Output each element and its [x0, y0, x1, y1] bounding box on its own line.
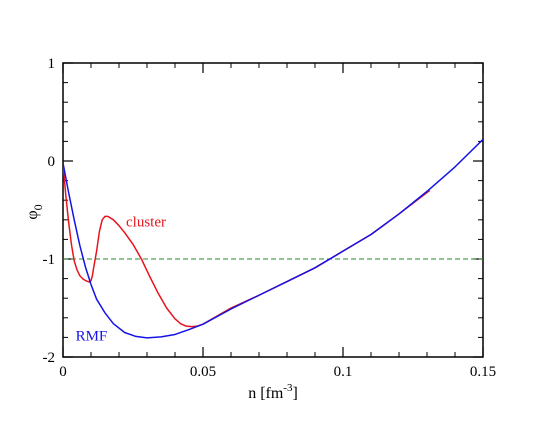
x-tick-label: 0 [59, 364, 67, 380]
x-axis-title: n [fm-3] [248, 382, 298, 402]
plot-border [62, 62, 484, 358]
x-axis-title-end: ] [292, 385, 297, 402]
major-ticks [62, 62, 484, 358]
y-axis-title-subscript: 0 [31, 204, 45, 210]
y-tick-label: 1 [48, 56, 56, 72]
series-labels: cluster RMF [76, 215, 166, 345]
x-axis-title-main: n [fm [248, 385, 284, 402]
y-axis-title-main: φ [24, 210, 41, 219]
y-tick-label: 0 [48, 154, 56, 170]
series-line-rmf [63, 138, 483, 339]
y-axis-title: φ0 [24, 204, 45, 219]
minor-ticks [62, 62, 484, 358]
series-label-cluster: cluster [126, 215, 166, 231]
x-tick-label: 0.15 [470, 364, 496, 380]
y-tick-label: -1 [43, 252, 56, 268]
tick-labels: 0 0.05 0.1 0.15 -2 -1 0 1 [43, 56, 497, 380]
series-layer [63, 138, 483, 339]
y-tick-label: -2 [43, 350, 56, 366]
series-label-rmf: RMF [76, 328, 108, 344]
x-tick-label: 0.1 [334, 364, 353, 380]
plot-frame [62, 62, 484, 358]
x-axis-title-superscript: -3 [283, 382, 293, 394]
x-tick-label: 0.05 [190, 364, 216, 380]
